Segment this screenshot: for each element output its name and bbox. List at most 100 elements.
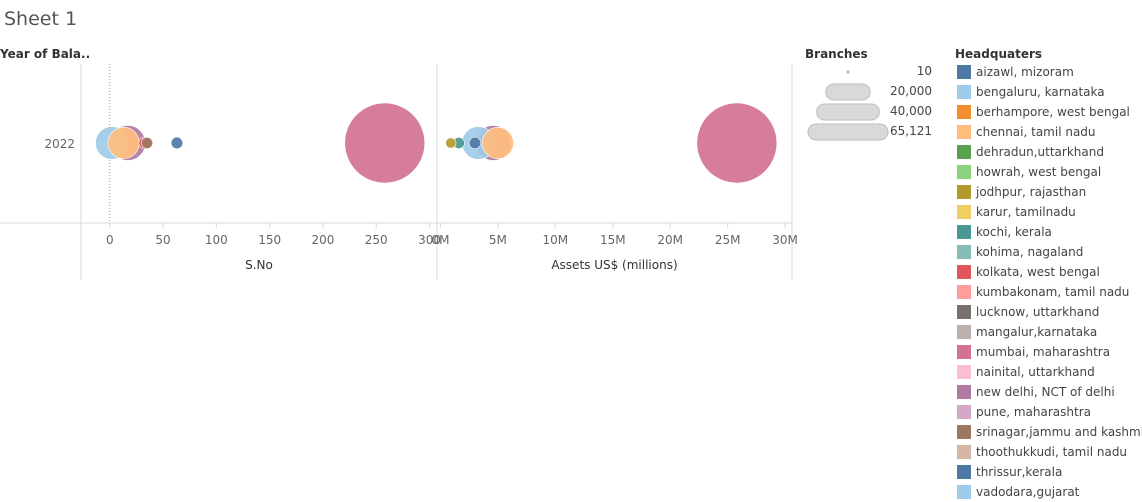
x-tick-label: 200 bbox=[311, 233, 334, 247]
legend-label: kolkata, west bengal bbox=[976, 265, 1100, 279]
x-tick-label: 5M bbox=[489, 233, 507, 247]
x-axis-title[interactable]: Assets US$ (millions) bbox=[551, 258, 677, 272]
bubble-mark[interactable] bbox=[107, 127, 140, 159]
bubble-mark[interactable] bbox=[696, 102, 778, 184]
chart-canvas: 0 50 100 150 200 250 300 S.No 0M 5M 10M 15M 20M 25M 30… bbox=[0, 64, 798, 280]
legend-swatch bbox=[957, 445, 971, 459]
legend-item[interactable]: mumbai, maharashtra bbox=[957, 342, 1110, 362]
legend-item[interactable]: jodhpur, rajasthan bbox=[957, 182, 1086, 202]
x-tick-label: 100 bbox=[205, 233, 228, 247]
x-axis-title[interactable]: S.No bbox=[245, 258, 273, 272]
sheet-title: Sheet 1 bbox=[4, 8, 78, 30]
legend-item[interactable]: nainital, uttarkhand bbox=[957, 362, 1095, 382]
legend-label: kochi, kerala bbox=[976, 225, 1052, 239]
legend-swatch bbox=[957, 125, 971, 139]
legend-swatch bbox=[957, 265, 971, 279]
x-tick-label: 150 bbox=[258, 233, 281, 247]
legend-label: dehradun,uttarkhand bbox=[976, 145, 1104, 159]
legend-label: new delhi, NCT of delhi bbox=[976, 385, 1115, 399]
legend-item[interactable]: mangalur,karnataka bbox=[957, 322, 1097, 342]
legend-swatch bbox=[957, 305, 971, 319]
legend-label: mangalur,karnataka bbox=[976, 325, 1098, 339]
bubble-mark[interactable] bbox=[468, 136, 482, 150]
bubble-mark[interactable] bbox=[445, 137, 457, 149]
bubble-mark[interactable] bbox=[344, 102, 426, 184]
legend-swatch bbox=[957, 225, 971, 239]
legend-label: bengaluru, karnataka bbox=[976, 85, 1105, 99]
legend-swatch bbox=[957, 485, 971, 499]
legend-item[interactable]: kochi, kerala bbox=[957, 222, 1052, 242]
legend-label: nainital, uttarkhand bbox=[976, 365, 1095, 379]
x-tick-label: 20M bbox=[657, 233, 683, 247]
legend-label: mumbai, maharashtra bbox=[976, 345, 1111, 359]
legend-swatch bbox=[957, 425, 971, 439]
legend-item[interactable]: vadodara,gujarat bbox=[957, 482, 1079, 502]
legend-swatch bbox=[957, 405, 971, 419]
size-legend-mark bbox=[846, 70, 850, 74]
legend-label: srinagar,jammu and kashmir bbox=[976, 425, 1142, 439]
size-legend-label: 10 bbox=[916, 64, 932, 78]
legend-swatch bbox=[957, 145, 971, 159]
legend-item[interactable]: dehradun,uttarkhand bbox=[957, 142, 1104, 162]
legend-label: lucknow, uttarkhand bbox=[976, 305, 1100, 319]
legend-item[interactable]: berhampore, west bengal bbox=[957, 102, 1130, 122]
x-tick-label: 25M bbox=[715, 233, 741, 247]
color-legend-title: Headquaters bbox=[955, 47, 1043, 61]
legend-swatch bbox=[957, 465, 971, 479]
legend-item[interactable]: srinagar,jammu and kashmir bbox=[957, 422, 1142, 442]
row-header[interactable]: Year of Bala.. bbox=[0, 47, 91, 61]
x-tick-label: 30M bbox=[772, 233, 798, 247]
legend-label: karur, tamilnadu bbox=[976, 205, 1076, 219]
legend-item[interactable]: chennai, tamil nadu bbox=[957, 122, 1096, 142]
legend-label: kohima, nagaland bbox=[976, 245, 1084, 259]
legend-item[interactable]: kohima, nagaland bbox=[957, 242, 1083, 262]
size-legend-label: 65,121 bbox=[890, 124, 932, 138]
legend-item[interactable]: lucknow, uttarkhand bbox=[957, 302, 1099, 322]
legend-item[interactable]: howrah, west bengal bbox=[957, 162, 1101, 182]
legend-swatch bbox=[957, 85, 971, 99]
row-label[interactable]: 2022 bbox=[44, 137, 75, 151]
legend-label: howrah, west bengal bbox=[976, 165, 1102, 179]
size-legend-mark bbox=[816, 103, 880, 121]
legend-swatch bbox=[957, 105, 971, 119]
legend-label: vadodara,gujarat bbox=[976, 485, 1080, 499]
legend-item[interactable]: thoothukkudi, tamil nadu bbox=[957, 442, 1127, 462]
size-legend-label: 40,000 bbox=[890, 104, 932, 118]
legend-swatch bbox=[957, 365, 971, 379]
legend-label: aizawl, mizoram bbox=[976, 65, 1074, 79]
legend-item[interactable]: thrissur,kerala bbox=[957, 462, 1062, 482]
legend-item[interactable]: karur, tamilnadu bbox=[957, 202, 1076, 222]
size-legend-mark bbox=[825, 83, 871, 101]
x-tick-label: 0 bbox=[106, 233, 114, 247]
legend-swatch bbox=[957, 185, 971, 199]
legend-label: pune, maharashtra bbox=[976, 405, 1091, 419]
x-tick-label: 10M bbox=[543, 233, 569, 247]
legend-swatch bbox=[957, 205, 971, 219]
legend-swatch bbox=[957, 285, 971, 299]
bubble-mark[interactable] bbox=[141, 137, 154, 149]
legend-item[interactable]: pune, maharashtra bbox=[957, 402, 1091, 422]
legend-item[interactable]: bengaluru, karnataka bbox=[957, 82, 1105, 102]
legend-item[interactable]: kumbakonam, tamil nadu bbox=[957, 282, 1129, 302]
legend-label: thoothukkudi, tamil nadu bbox=[976, 445, 1128, 459]
legend-label: berhampore, west bengal bbox=[976, 105, 1130, 119]
legend-label: thrissur,kerala bbox=[976, 465, 1063, 479]
legend-item[interactable]: aizawl, mizoram bbox=[957, 62, 1074, 82]
legend-item[interactable]: kolkata, west bengal bbox=[957, 262, 1100, 282]
x-tick-label: 0M bbox=[431, 233, 449, 247]
x-tick-label: 250 bbox=[365, 233, 388, 247]
x-tick-label: 50 bbox=[155, 233, 170, 247]
bubble-mark[interactable] bbox=[481, 127, 514, 159]
legend-label: chennai, tamil nadu bbox=[976, 125, 1096, 139]
legend-swatch bbox=[957, 165, 971, 179]
legend-label: jodhpur, rajasthan bbox=[976, 185, 1087, 199]
legend-swatch bbox=[957, 385, 971, 399]
size-legend-mark bbox=[807, 123, 889, 141]
x-tick-label: 300 bbox=[418, 233, 441, 247]
size-legend-title: Branches bbox=[805, 47, 868, 61]
legend-swatch bbox=[957, 245, 971, 259]
bubble-mark[interactable] bbox=[170, 136, 184, 150]
size-legend-label: 20,000 bbox=[890, 84, 932, 98]
legend-item[interactable]: new delhi, NCT of delhi bbox=[957, 382, 1115, 402]
legend-swatch bbox=[957, 325, 971, 339]
